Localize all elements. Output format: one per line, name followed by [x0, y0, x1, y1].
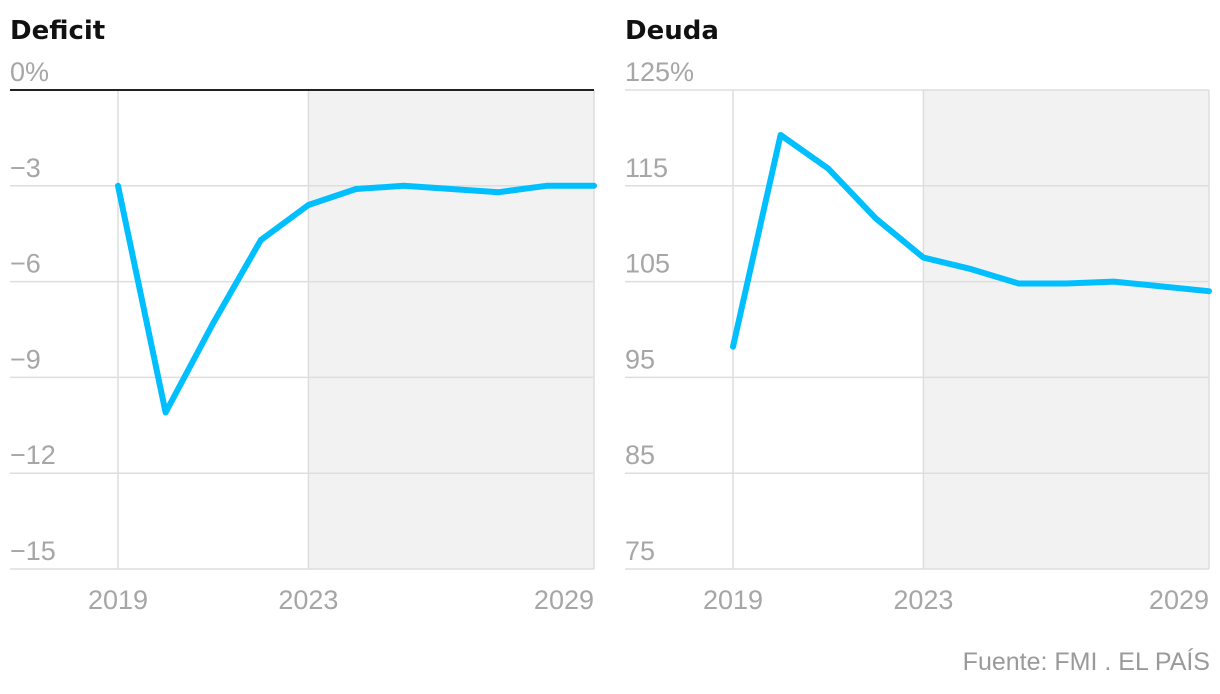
- debt-chart-panel: Deuda 125% 115 105 95 85 75 2019 2023 2029: [615, 0, 1215, 640]
- source-note: Fuente: FMI . EL PAÍS: [962, 648, 1210, 676]
- deficit-y-tick-label: −9: [10, 344, 41, 374]
- debt-y-tick-label: 115: [625, 153, 668, 183]
- deficit-y-tick-label: −6: [10, 249, 41, 279]
- deficit-y-tick-label: −3: [10, 153, 41, 183]
- deficit-series-line: [115, 182, 597, 416]
- debt-x-tick-label: 2023: [893, 585, 953, 615]
- debt-y-tick-label: 85: [625, 440, 655, 470]
- deficit-chart-panel: Deficit 0% −3 −6 −9 −12 −15 2019 2023 2029: [0, 0, 600, 640]
- deficit-x-tick-label: 2023: [278, 585, 338, 615]
- debt-y-tick-label: 105: [625, 249, 670, 279]
- debt-y-tick-label: 125%: [625, 57, 694, 87]
- deficit-chart-title: Deficit: [10, 16, 105, 46]
- debt-chart-title: Deuda: [625, 16, 719, 46]
- deficit-x-tick-label: 2029: [534, 585, 594, 615]
- debt-chart: Deuda 125% 115 105 95 85 75 2019 2023 2029: [625, 16, 1212, 615]
- debt-x-tick-label: 2029: [1149, 585, 1209, 615]
- debt-y-tick-label: 95: [625, 344, 655, 374]
- deficit-y-tick-label: −12: [10, 440, 56, 470]
- debt-projection-shade: [923, 90, 1209, 569]
- deficit-projection-shade: [308, 90, 594, 569]
- debt-series-line: [730, 132, 1212, 350]
- deficit-y-tick-label: −15: [10, 536, 56, 566]
- deficit-x-tick-label: 2019: [88, 585, 148, 615]
- debt-y-tick-label: 75: [625, 536, 655, 566]
- deficit-y-tick-label: 0%: [10, 57, 49, 87]
- deficit-chart: Deficit 0% −3 −6 −9 −12 −15 2019 2023 2029: [10, 16, 597, 615]
- debt-x-tick-label: 2019: [703, 585, 763, 615]
